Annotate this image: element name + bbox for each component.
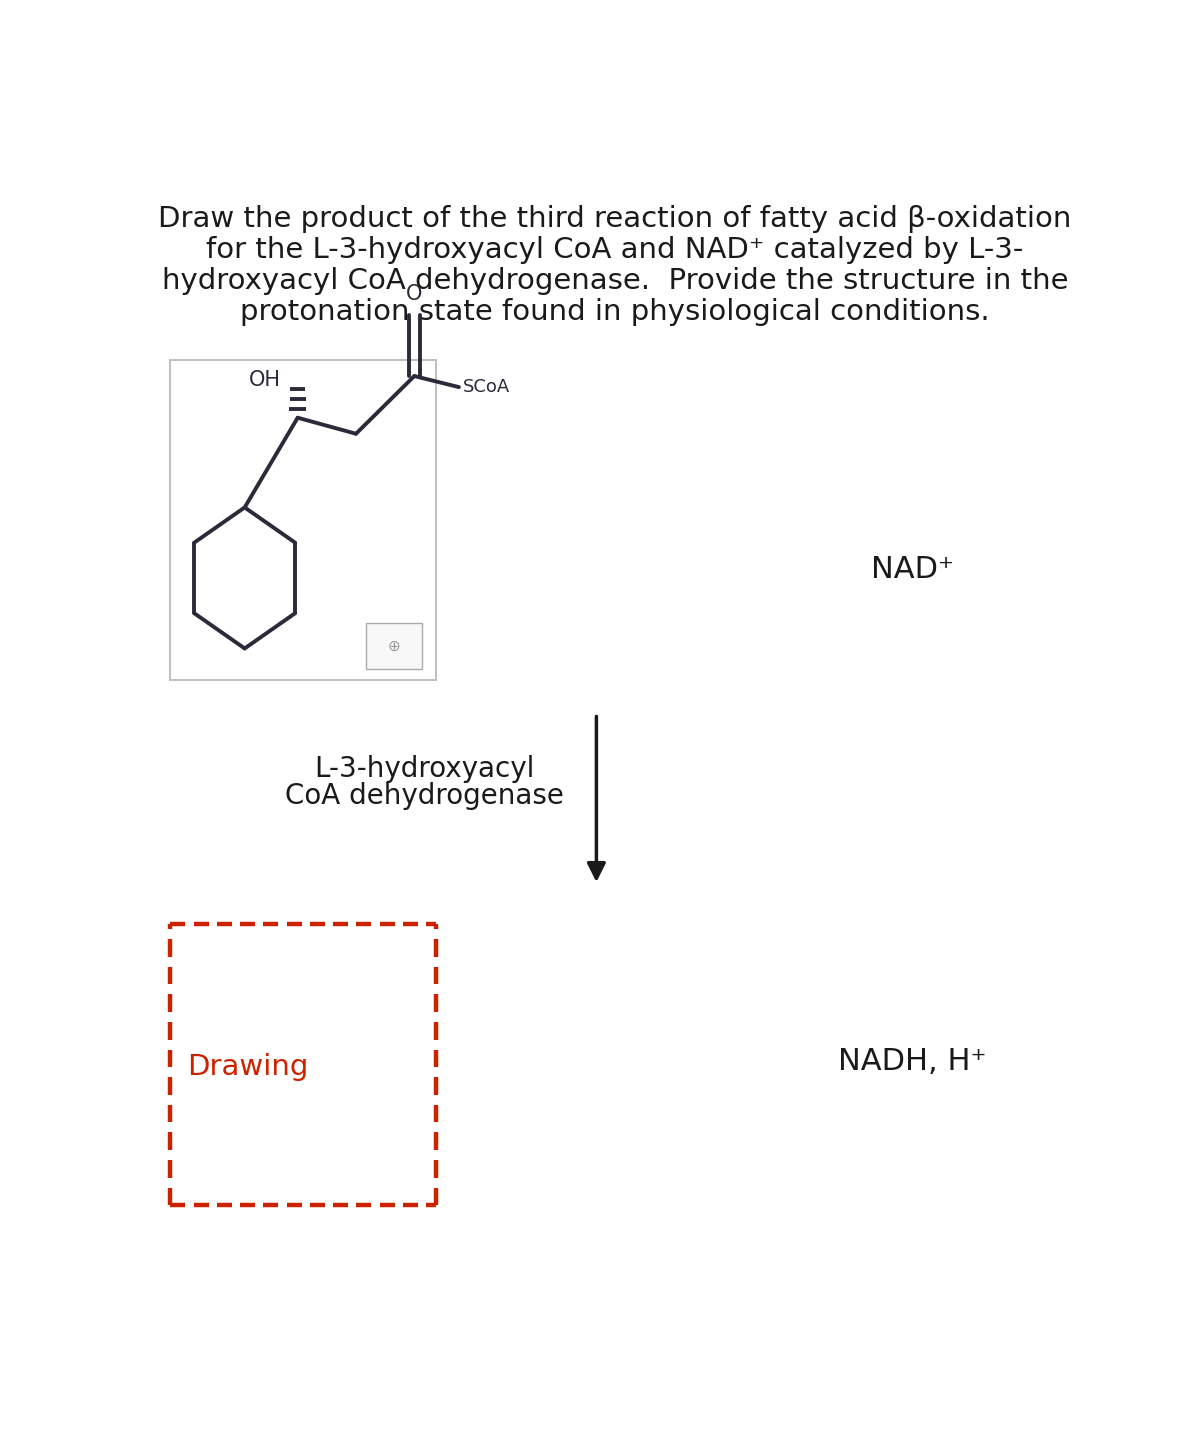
Text: for the L-3-hydroxyacyl CoA and NAD⁺ catalyzed by L-3-: for the L-3-hydroxyacyl CoA and NAD⁺ cat…: [206, 237, 1024, 264]
Text: L-3-hydroxyacyl: L-3-hydroxyacyl: [314, 755, 534, 784]
Bar: [366, 623, 421, 669]
Text: hydroxyacyl CoA dehydrogenase.  Provide the structure in the: hydroxyacyl CoA dehydrogenase. Provide t…: [162, 267, 1068, 296]
Bar: [170, 360, 436, 680]
Text: CoA dehydrogenase: CoA dehydrogenase: [284, 782, 564, 811]
Text: NAD⁺: NAD⁺: [871, 555, 954, 584]
Bar: [170, 924, 436, 1205]
Text: Draw the product of the third reaction of fatty acid β-oxidation: Draw the product of the third reaction o…: [158, 205, 1072, 234]
Text: SCoA: SCoA: [463, 377, 510, 396]
Text: protonation state found in physiological conditions.: protonation state found in physiological…: [240, 298, 990, 326]
Text: Drawing: Drawing: [187, 1053, 308, 1081]
Text: ⊕: ⊕: [388, 639, 400, 654]
Text: O: O: [406, 284, 422, 304]
Text: NADH, H⁺: NADH, H⁺: [839, 1048, 986, 1076]
Text: OH: OH: [248, 370, 281, 390]
